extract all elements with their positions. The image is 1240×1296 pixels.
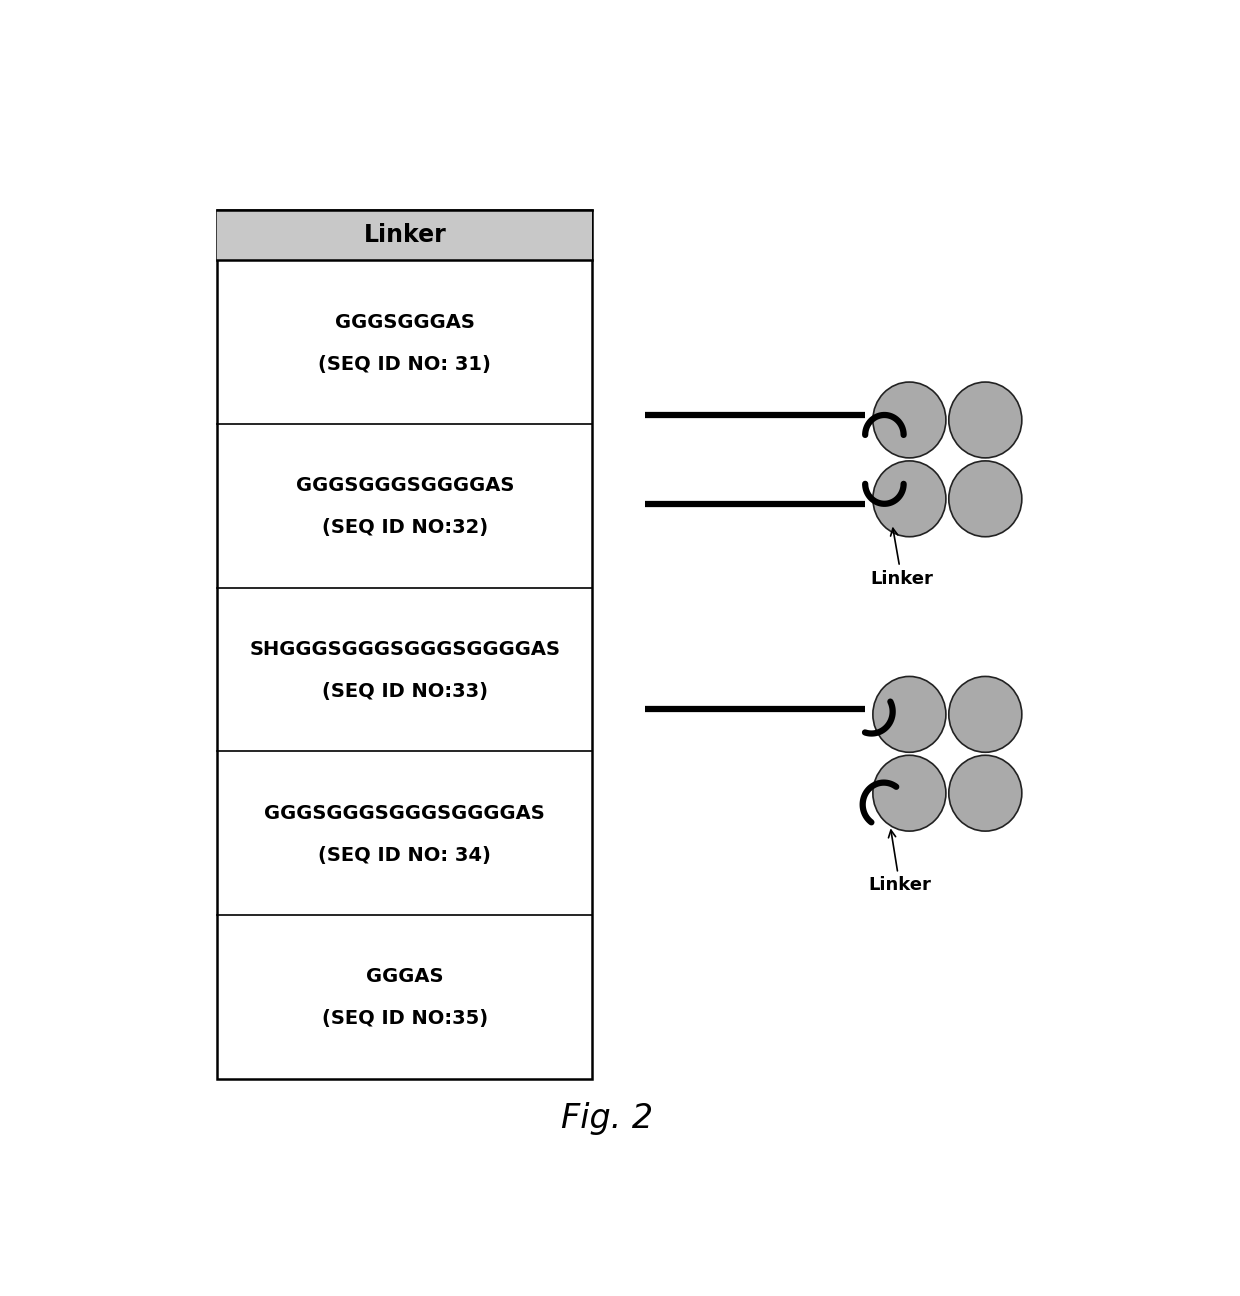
Text: (SEQ ID NO: 34): (SEQ ID NO: 34)	[319, 845, 491, 864]
Text: GGGSGGGSGGGSGGGGAS: GGGSGGGSGGGSGGGGAS	[264, 804, 546, 823]
Text: GGGSGGGAS: GGGSGGGAS	[335, 312, 475, 332]
Circle shape	[873, 677, 946, 752]
Bar	[217, 210, 593, 260]
Circle shape	[949, 677, 1022, 752]
Text: GGGAS: GGGAS	[366, 967, 444, 986]
Text: Fig. 2: Fig. 2	[560, 1102, 652, 1135]
Circle shape	[949, 461, 1022, 537]
Circle shape	[873, 382, 946, 457]
Text: GGGSGGGSGGGGAS: GGGSGGGSGGGGAS	[295, 477, 515, 495]
Text: Linker: Linker	[868, 831, 931, 894]
Text: Linker: Linker	[870, 529, 934, 587]
Circle shape	[949, 756, 1022, 831]
Text: (SEQ ID NO:33): (SEQ ID NO:33)	[322, 682, 487, 701]
Bar	[217, 210, 593, 1078]
Text: Linker: Linker	[363, 223, 446, 248]
Circle shape	[873, 756, 946, 831]
Text: (SEQ ID NO: 31): (SEQ ID NO: 31)	[319, 355, 491, 373]
Circle shape	[949, 382, 1022, 457]
Text: SHGGGSGGGSGGGSGGGGAS: SHGGGSGGGSGGGSGGGGAS	[249, 640, 560, 658]
Circle shape	[873, 461, 946, 537]
Text: (SEQ ID NO:32): (SEQ ID NO:32)	[322, 518, 487, 538]
Text: (SEQ ID NO:35): (SEQ ID NO:35)	[322, 1010, 487, 1028]
